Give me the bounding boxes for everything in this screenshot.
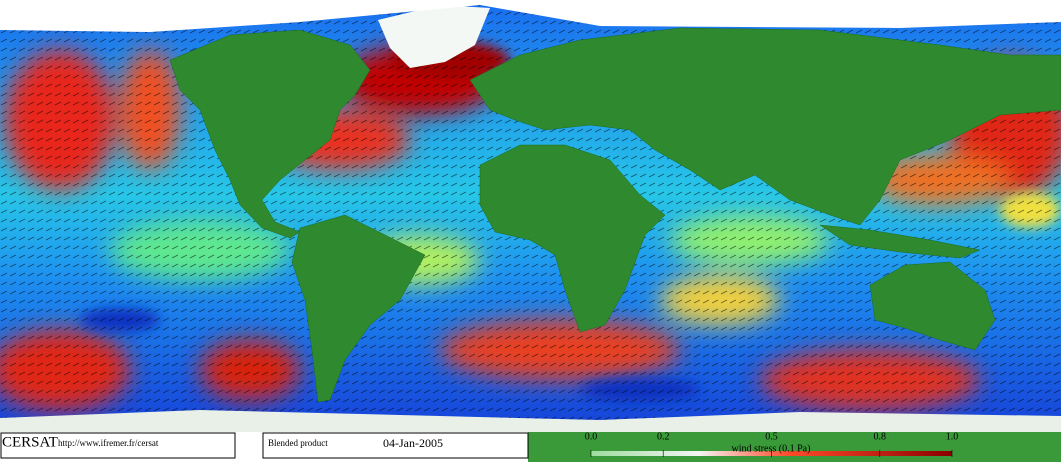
colorbar-tick-label: 0.2 [657,431,670,442]
date: 04-Jan-2005 [383,436,443,450]
colorbar-tick-label: 0.5 [765,431,778,442]
colorbar-label: wind stress (0.1 Pa) [732,443,811,454]
colorbar-tick-label: 0.0 [585,431,598,442]
footer-land [528,432,1061,462]
source: CERSAT [2,434,58,450]
source-box [0,432,236,459]
colorbar-tick-label: 1.0 [946,431,959,442]
land [169,27,1061,403]
product: Blended product [268,438,328,448]
ice [0,5,1061,432]
url: http://www.ifremer.fr/cersat [58,438,159,448]
product-box [262,432,529,459]
footer: CERSAT http://www.ifremer.fr/cersat Blen… [0,432,1061,462]
colorbar-tick-label: 0.8 [874,431,887,442]
